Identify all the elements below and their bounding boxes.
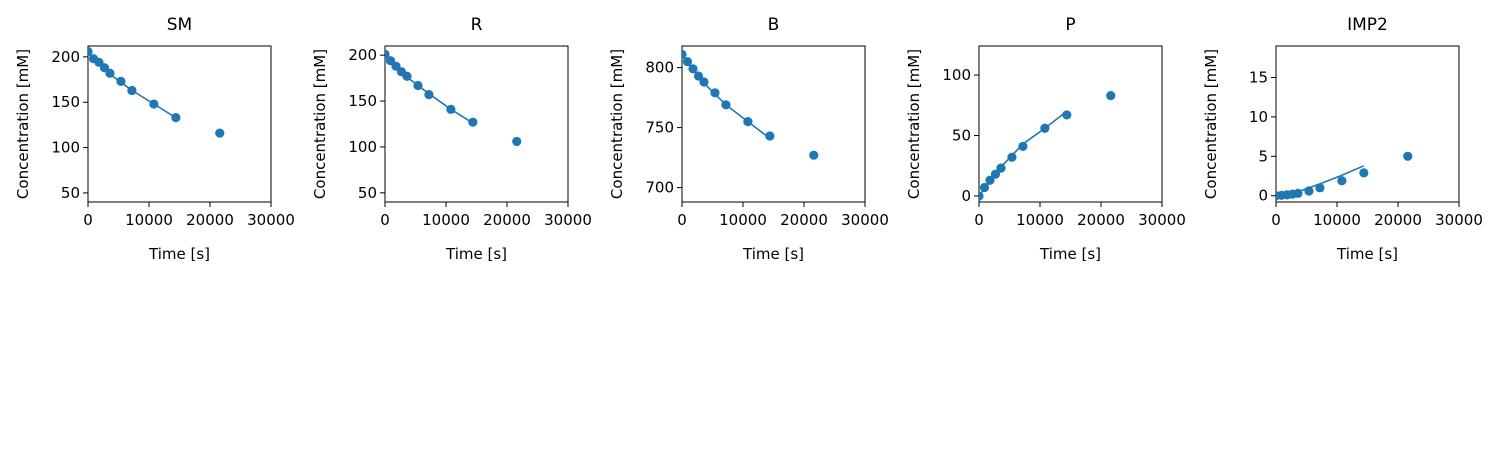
x-tick-label: 0	[380, 211, 390, 229]
plot-frame	[681, 45, 866, 203]
x-tick-label: 30000	[544, 211, 592, 229]
chart-title: SM	[167, 15, 192, 35]
chart-title: R	[471, 15, 483, 35]
data-point	[1007, 152, 1017, 162]
plot-frame	[87, 45, 272, 203]
data-layer	[88, 46, 225, 138]
chart-panel-r: R 0 10000 20000 30000 50 100 150 200 Time [s] Conc…	[311, 15, 592, 263]
x-tick-label: 20000	[483, 211, 531, 229]
x-tick-label: 30000	[1138, 211, 1186, 229]
x-tick-label: 10000	[1313, 211, 1361, 229]
y-axis-label: Concentration [mM]	[1202, 49, 1220, 199]
plot-frame	[1275, 45, 1460, 203]
y-tick-label: 100	[942, 66, 971, 84]
y-tick-label: 200	[348, 46, 377, 64]
x-tick-label: 20000	[1077, 211, 1125, 229]
data-point	[215, 128, 225, 138]
plot-frame	[384, 45, 569, 203]
data-point	[1403, 151, 1413, 161]
x-tick-label: 30000	[1435, 211, 1483, 229]
y-tick-label: 200	[51, 48, 80, 66]
y-tick-label: 800	[645, 59, 674, 77]
model-fit-line	[88, 51, 177, 119]
model-fit-line	[682, 55, 771, 140]
x-axis-label: Time [s]	[148, 245, 210, 263]
model-fit-line	[979, 110, 1068, 197]
data-layer	[1276, 151, 1413, 201]
data-point	[171, 113, 181, 123]
chart-panel-p: P 0 10000 20000 30000 0 50 100 Time [s] Concentra…	[905, 15, 1186, 263]
x-tick-label: 0	[83, 211, 93, 229]
x-tick-label: 30000	[247, 211, 295, 229]
x-tick-label: 20000	[1374, 211, 1422, 229]
x-tick-label: 20000	[780, 211, 828, 229]
x-tick-label: 10000	[719, 211, 767, 229]
y-axis-label: Concentration [mM]	[905, 49, 923, 199]
chart-title: IMP2	[1347, 15, 1388, 35]
x-tick-label: 10000	[1016, 211, 1064, 229]
data-point	[765, 131, 775, 141]
y-tick-label: 100	[51, 139, 80, 157]
y-tick-label: 15	[1249, 69, 1268, 87]
data-point	[1018, 141, 1028, 151]
y-axis-label: Concentration [mM]	[608, 49, 626, 199]
x-tick-label: 10000	[422, 211, 470, 229]
y-tick-label: 50	[358, 184, 377, 202]
data-point	[809, 150, 819, 160]
x-tick-label: 0	[677, 211, 687, 229]
y-tick-label: 150	[51, 93, 80, 111]
x-tick-label: 30000	[841, 211, 889, 229]
data-point	[1106, 90, 1116, 101]
chart-panel-b: B 0 10000 20000 30000 700 750 800 Time [s] Concen…	[608, 15, 889, 263]
y-tick-label: 5	[1258, 147, 1268, 165]
x-tick-label: 0	[1271, 211, 1281, 229]
x-tick-label: 20000	[186, 211, 234, 229]
data-point	[1337, 176, 1347, 186]
data-point	[512, 136, 522, 147]
model-fit-line	[1276, 165, 1365, 197]
y-axis-label: Concentration [mM]	[311, 49, 329, 199]
data-point	[710, 88, 720, 98]
data-point	[468, 117, 478, 127]
y-tick-label: 10	[1249, 108, 1268, 126]
y-tick-label: 50	[952, 126, 971, 144]
x-tick-label: 0	[974, 211, 984, 229]
y-tick-label: 0	[1258, 187, 1268, 205]
x-axis-label: Time [s]	[1336, 245, 1398, 263]
y-tick-label: 0	[961, 187, 971, 205]
data-point	[1359, 168, 1369, 178]
y-tick-label: 750	[645, 119, 674, 137]
x-axis-label: Time [s]	[1039, 245, 1101, 263]
y-tick-label: 700	[645, 179, 674, 197]
data-layer	[385, 49, 522, 147]
chart-panel-sm: SM 0 10000 20000 30000 50 100 150 200 Time [s] Con…	[14, 15, 295, 263]
x-axis-label: Time [s]	[742, 245, 804, 263]
plot-frame	[978, 45, 1163, 203]
y-tick-label: 150	[348, 92, 377, 110]
data-layer	[682, 49, 819, 160]
x-axis-label: Time [s]	[445, 245, 507, 263]
y-tick-label: 50	[61, 184, 80, 202]
model-fit-line	[385, 54, 474, 124]
y-axis-label: Concentration [mM]	[14, 49, 32, 199]
chart-title: B	[768, 15, 780, 35]
data-layer	[979, 90, 1116, 201]
x-tick-label: 10000	[125, 211, 173, 229]
chart-panel-imp2: IMP2 0 10000 20000 30000 0 5 10 15 Time [s] Concen…	[1202, 15, 1483, 263]
chart-title: P	[1065, 15, 1075, 35]
y-tick-label: 100	[348, 138, 377, 156]
